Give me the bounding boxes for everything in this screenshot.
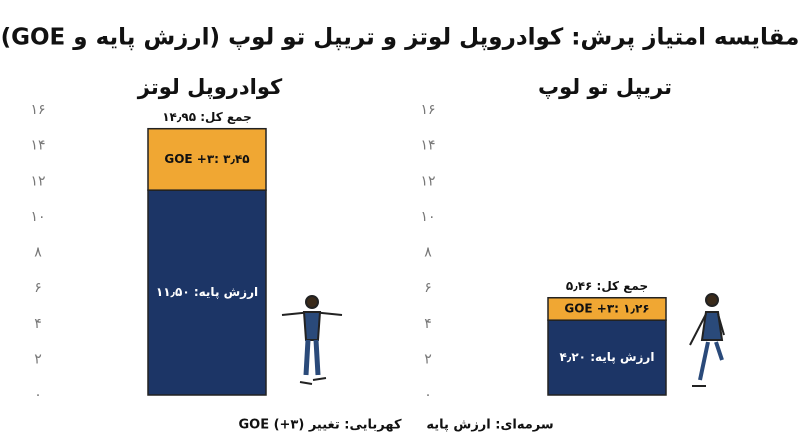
panel-title: تریپل تو لوپ <box>538 75 672 99</box>
y-tick-label: ۸ <box>34 245 42 261</box>
value-label: ارزش پایه: ۱۱٫۵۰ <box>156 285 258 299</box>
bar-segment <box>147 127 267 191</box>
y-tick-label: ۱۶ <box>30 102 45 118</box>
y-tick-label: ۰ <box>34 387 42 403</box>
chart-title: مقایسه امتیاز پرش: کوادروپل لوتز و تریپل… <box>1 25 800 51</box>
skater-figure <box>281 295 343 385</box>
value-label: GOE +۳: ۳٫۴۵ <box>164 152 249 166</box>
legend-entry: کهربایی: تغییر GOE (+۳) <box>238 418 401 433</box>
y-tick-label: ۲ <box>424 351 432 367</box>
skater-figure <box>689 293 725 387</box>
y-tick-label: ۱۰ <box>420 209 435 225</box>
bar-segment <box>547 296 667 321</box>
y-tick-label: ۴ <box>34 316 42 332</box>
y-tick-label: ۱۲ <box>420 173 435 189</box>
y-tick-label: ۶ <box>424 280 432 296</box>
y-tick-label: ۱۴ <box>420 138 435 154</box>
y-tick-label: ۴ <box>424 316 432 332</box>
value-label: GOE +۳: ۱٫۲۶ <box>564 301 649 315</box>
y-tick-label: ۱۶ <box>420 102 435 118</box>
y-tick-label: ۶ <box>34 280 42 296</box>
bar-segment <box>147 189 267 396</box>
total-label: جمع کل: ۵٫۴۶ <box>566 279 648 293</box>
y-tick-label: ۰ <box>424 387 432 403</box>
y-tick-label: ۲ <box>34 351 42 367</box>
value-label: ارزش پایه: ۴٫۲۰ <box>560 350 655 364</box>
total-label: جمع کل: ۱۴٫۹۵ <box>162 110 252 124</box>
y-tick-label: ۸ <box>424 245 432 261</box>
y-tick-label: ۱۲ <box>30 173 45 189</box>
y-tick-label: ۱۴ <box>30 138 45 154</box>
legend-entry: سرمه‌ای: ارزش پایه <box>426 418 553 433</box>
y-tick-label: ۱۰ <box>30 209 45 225</box>
panel-title: کوادروپل لوتز <box>137 75 283 99</box>
